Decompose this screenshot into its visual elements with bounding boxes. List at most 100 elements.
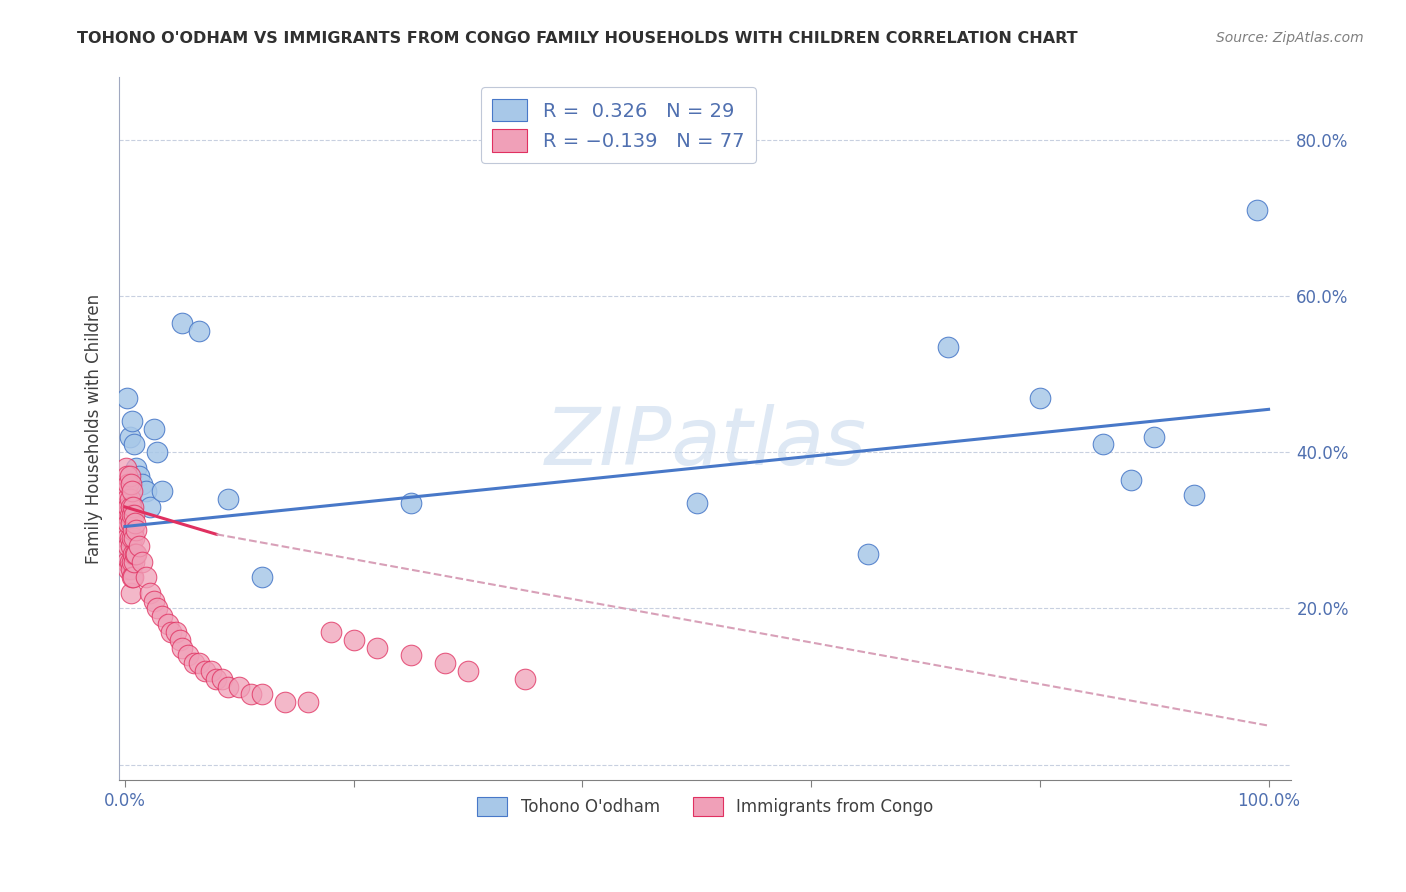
Point	[122, 524, 145, 538]
Point	[169, 632, 191, 647]
Point	[124, 547, 146, 561]
Point	[118, 531, 141, 545]
Point	[343, 632, 366, 647]
Point	[114, 524, 136, 538]
Point	[121, 555, 143, 569]
Point	[122, 531, 145, 545]
Point	[117, 500, 139, 514]
Point	[115, 524, 138, 538]
Point	[1143, 430, 1166, 444]
Point	[135, 570, 157, 584]
Point	[239, 687, 262, 701]
Point	[118, 508, 141, 522]
Point	[686, 496, 709, 510]
Point	[128, 468, 150, 483]
Point	[122, 437, 145, 451]
Point	[117, 492, 139, 507]
Point	[120, 516, 142, 530]
Point	[115, 508, 138, 522]
Text: ZIPatlas: ZIPatlas	[544, 404, 866, 482]
Point	[1029, 391, 1052, 405]
Point	[121, 570, 143, 584]
Point	[274, 695, 297, 709]
Point	[114, 484, 136, 499]
Point	[122, 570, 145, 584]
Point	[146, 445, 169, 459]
Point	[211, 672, 233, 686]
Point	[117, 468, 139, 483]
Point	[142, 422, 165, 436]
Point	[122, 547, 145, 561]
Point	[217, 492, 239, 507]
Text: TOHONO O'ODHAM VS IMMIGRANTS FROM CONGO FAMILY HOUSEHOLDS WITH CHILDREN CORRELAT: TOHONO O'ODHAM VS IMMIGRANTS FROM CONGO …	[77, 31, 1078, 46]
Point	[128, 539, 150, 553]
Point	[139, 500, 162, 514]
Point	[515, 672, 537, 686]
Point	[200, 664, 222, 678]
Point	[125, 461, 148, 475]
Point	[183, 656, 205, 670]
Point	[125, 547, 148, 561]
Point	[120, 539, 142, 553]
Point	[188, 324, 211, 338]
Point	[120, 476, 142, 491]
Point	[118, 468, 141, 483]
Legend: Tohono O'odham, Immigrants from Congo: Tohono O'odham, Immigrants from Congo	[468, 789, 942, 825]
Point	[457, 664, 479, 678]
Point	[297, 695, 319, 709]
Point	[117, 562, 139, 576]
Point	[115, 461, 138, 475]
Point	[117, 539, 139, 553]
Point	[122, 500, 145, 514]
Y-axis label: Family Households with Children: Family Households with Children	[86, 293, 103, 564]
Point	[205, 672, 228, 686]
Point	[135, 484, 157, 499]
Point	[177, 648, 200, 663]
Point	[122, 555, 145, 569]
Point	[117, 508, 139, 522]
Point	[122, 508, 145, 522]
Point	[117, 516, 139, 530]
Point	[1182, 488, 1205, 502]
Point	[114, 500, 136, 514]
Text: Source: ZipAtlas.com: Source: ZipAtlas.com	[1216, 31, 1364, 45]
Point	[117, 391, 139, 405]
Point	[1091, 437, 1114, 451]
Point	[118, 430, 141, 444]
Point	[121, 414, 143, 428]
Point	[117, 476, 139, 491]
Point	[319, 624, 342, 639]
Point	[117, 555, 139, 569]
Point	[399, 648, 422, 663]
Point	[252, 570, 274, 584]
Point	[117, 531, 139, 545]
Point	[120, 500, 142, 514]
Point	[172, 640, 194, 655]
Point	[217, 680, 239, 694]
Point	[399, 496, 422, 510]
Point	[172, 317, 194, 331]
Point	[252, 687, 274, 701]
Point	[115, 547, 138, 561]
Point	[120, 562, 142, 576]
Point	[131, 476, 153, 491]
Point	[1246, 203, 1268, 218]
Point	[142, 593, 165, 607]
Point	[118, 555, 141, 569]
Point	[139, 586, 162, 600]
Point	[194, 664, 217, 678]
Point	[366, 640, 388, 655]
Point	[131, 555, 153, 569]
Point	[157, 617, 180, 632]
Point	[146, 601, 169, 615]
Point	[858, 547, 880, 561]
Point	[1121, 473, 1143, 487]
Point	[121, 484, 143, 499]
Point	[125, 524, 148, 538]
Point	[115, 484, 138, 499]
Point	[159, 624, 181, 639]
Point	[120, 586, 142, 600]
Point	[938, 340, 960, 354]
Point	[188, 656, 211, 670]
Point	[434, 656, 457, 670]
